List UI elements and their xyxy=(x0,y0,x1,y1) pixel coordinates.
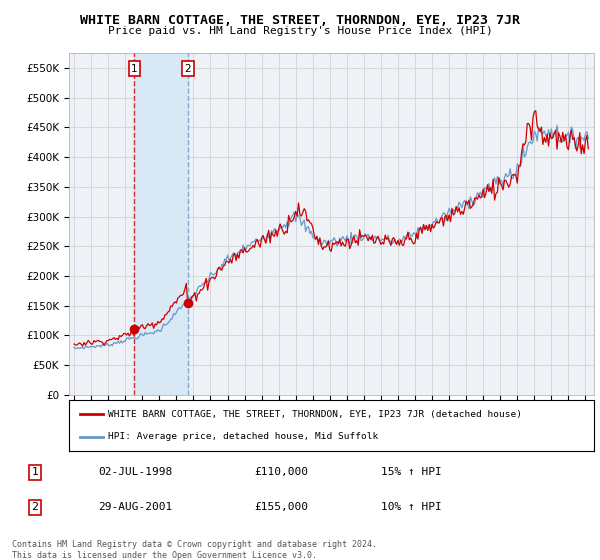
Text: WHITE BARN COTTAGE, THE STREET, THORNDON, EYE, IP23 7JR (detached house): WHITE BARN COTTAGE, THE STREET, THORNDON… xyxy=(109,409,523,418)
Text: 29-AUG-2001: 29-AUG-2001 xyxy=(98,502,173,512)
Text: HPI: Average price, detached house, Mid Suffolk: HPI: Average price, detached house, Mid … xyxy=(109,432,379,441)
Text: 1: 1 xyxy=(32,468,38,478)
Text: Price paid vs. HM Land Registry's House Price Index (HPI): Price paid vs. HM Land Registry's House … xyxy=(107,26,493,36)
Text: 15% ↑ HPI: 15% ↑ HPI xyxy=(380,468,442,478)
Text: WHITE BARN COTTAGE, THE STREET, THORNDON, EYE, IP23 7JR: WHITE BARN COTTAGE, THE STREET, THORNDON… xyxy=(80,14,520,27)
Text: 10% ↑ HPI: 10% ↑ HPI xyxy=(380,502,442,512)
Text: 2: 2 xyxy=(184,64,191,73)
Bar xyxy=(134,53,188,395)
Text: 1: 1 xyxy=(131,64,138,73)
Text: 02-JUL-1998: 02-JUL-1998 xyxy=(98,468,173,478)
Text: £110,000: £110,000 xyxy=(254,468,308,478)
Text: £155,000: £155,000 xyxy=(254,502,308,512)
Text: 2: 2 xyxy=(31,502,38,512)
Text: Contains HM Land Registry data © Crown copyright and database right 2024.
This d: Contains HM Land Registry data © Crown c… xyxy=(12,540,377,560)
